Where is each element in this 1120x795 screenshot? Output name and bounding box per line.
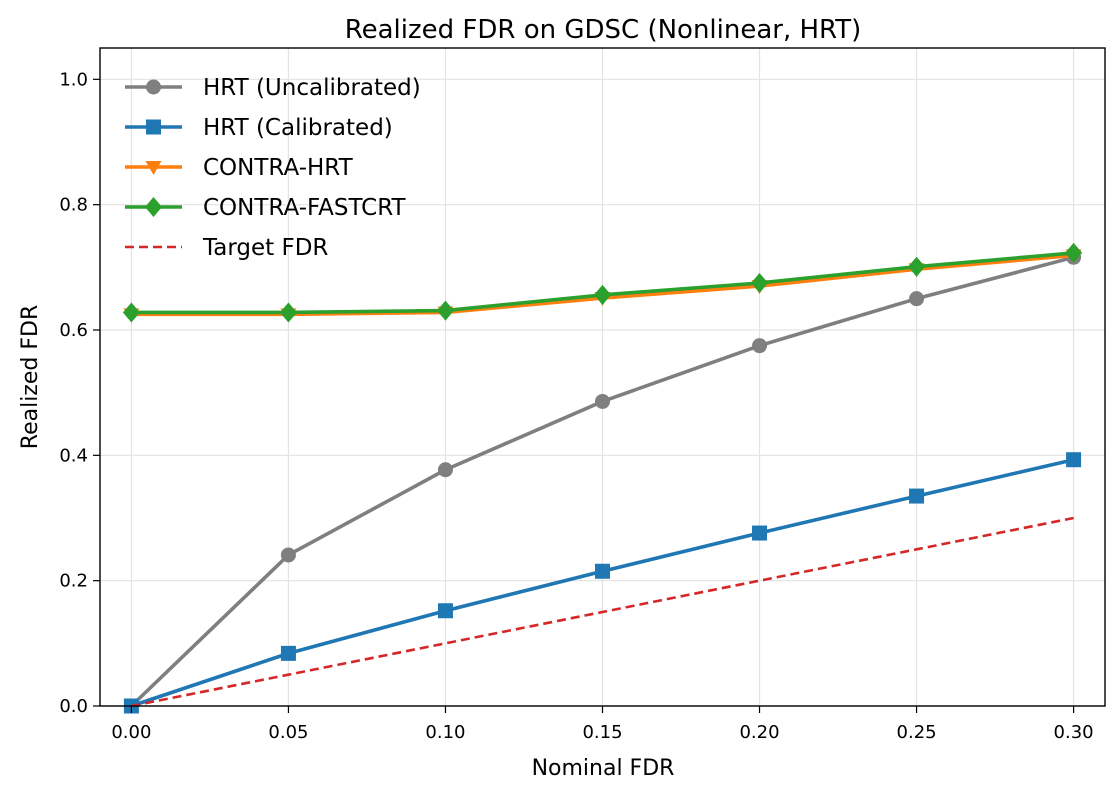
legend-label: Target FDR	[202, 235, 328, 261]
data-point	[751, 273, 769, 293]
x-tick-label: 0.00	[111, 722, 151, 743]
series-line	[131, 516, 1074, 708]
data-point	[752, 525, 768, 541]
legend-entry: HRT (Uncalibrated)	[125, 75, 421, 101]
legend-entry: HRT (Calibrated)	[125, 115, 393, 141]
x-tick-label: 0.15	[582, 722, 622, 743]
chart-title: Realized FDR on GDSC (Nonlinear, HRT)	[345, 15, 862, 45]
data-point	[909, 488, 925, 504]
y-axis-label: Realized FDR	[18, 305, 43, 449]
legend-swatch-marker	[146, 79, 161, 95]
series-layer	[122, 242, 1083, 714]
data-point	[436, 300, 454, 321]
data-point	[594, 284, 611, 305]
x-axis-label: Nominal FDR	[532, 756, 675, 781]
data-point	[908, 256, 926, 277]
data-point	[752, 338, 768, 354]
data-point	[437, 462, 453, 478]
x-tick-label: 0.25	[897, 722, 937, 743]
legend-label: CONTRA-FASTCRT	[203, 195, 407, 221]
y-tick-label: 0.0	[59, 696, 88, 717]
legend-swatch-marker	[145, 161, 162, 175]
y-tick-label: 1.0	[59, 69, 88, 90]
legend-label: HRT (Calibrated)	[203, 115, 393, 141]
x-tick-label: 0.10	[425, 722, 465, 743]
x-tick-label: 0.30	[1054, 722, 1094, 743]
legend: HRT (Uncalibrated) HRT (Calibrated) CONTRA…	[125, 75, 421, 261]
data-point	[279, 302, 297, 323]
y-tick-label: 0.2	[59, 571, 88, 592]
data-point	[595, 563, 610, 579]
legend-entry: CONTRA-HRT	[125, 155, 354, 181]
legend-swatch-marker	[145, 197, 162, 217]
series-4	[131, 516, 1074, 708]
data-point	[280, 645, 296, 661]
y-tick-label: 0.4	[59, 445, 88, 466]
legend-entry: Target FDR	[125, 235, 328, 261]
x-tick-label: 0.05	[268, 722, 308, 743]
data-point	[437, 603, 453, 619]
data-point	[909, 291, 925, 307]
series-3	[122, 242, 1083, 323]
data-point	[280, 547, 296, 563]
data-point	[1065, 242, 1083, 263]
data-point	[595, 393, 610, 409]
legend-label: CONTRA-HRT	[203, 155, 354, 181]
data-point	[122, 302, 140, 323]
series-1	[123, 452, 1082, 714]
tick-layer: 0.00 0.05 0.10 0.15 0.20 0.25 0.30 0.0 0.2 0.4 0.6…	[59, 69, 1093, 743]
y-tick-label: 0.8	[59, 195, 88, 216]
data-point	[1066, 452, 1082, 468]
x-tick-label: 0.20	[739, 722, 779, 743]
legend-entry: CONTRA-FASTCRT	[125, 195, 407, 221]
legend-label: HRT (Uncalibrated)	[203, 75, 421, 101]
legend-swatch-marker	[146, 119, 161, 135]
y-tick-label: 0.6	[59, 320, 88, 341]
grid-layer	[100, 48, 1105, 707]
